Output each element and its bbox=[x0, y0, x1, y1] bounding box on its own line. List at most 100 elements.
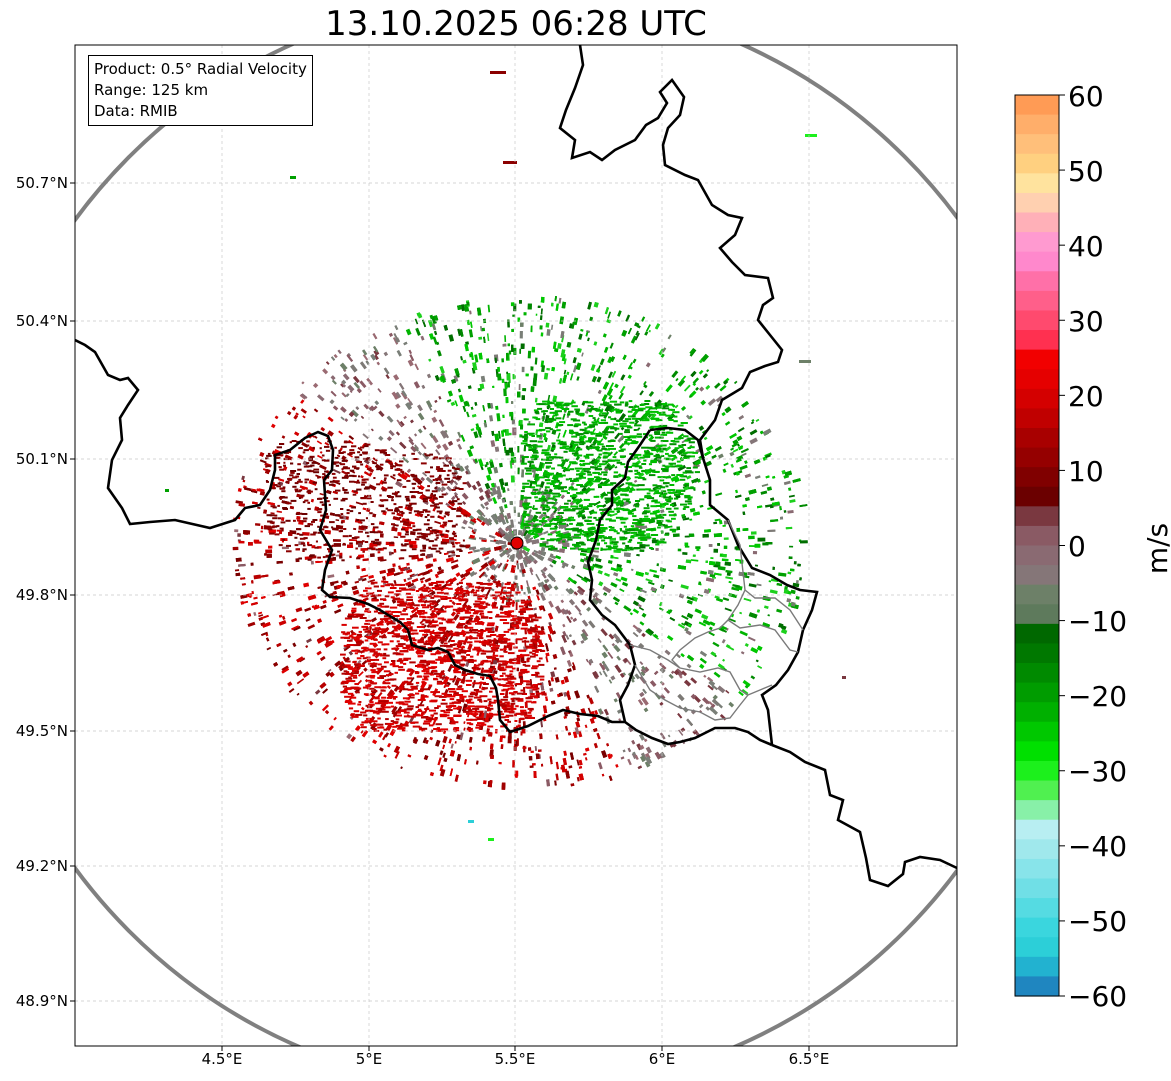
echo-pixel bbox=[258, 488, 265, 492]
echo-pixel bbox=[769, 589, 778, 595]
echo-pixel bbox=[598, 671, 603, 676]
echo-pixel bbox=[451, 563, 459, 570]
echo-pixel bbox=[566, 659, 572, 667]
echo-pixel bbox=[602, 503, 607, 508]
echo-pixel bbox=[738, 470, 743, 474]
echo-pixel bbox=[426, 553, 434, 558]
echo-pixel bbox=[643, 384, 648, 389]
echo-pixel bbox=[386, 685, 392, 690]
echo-pixel bbox=[789, 545, 794, 548]
echo-pixel bbox=[721, 412, 726, 417]
echo-pixel bbox=[534, 397, 538, 403]
echo-pixel bbox=[510, 302, 515, 307]
echo-pixel bbox=[439, 366, 445, 374]
echo-pixel bbox=[700, 613, 709, 620]
echo-pixel bbox=[424, 577, 432, 583]
echo-pixel bbox=[260, 525, 264, 530]
echo-pixel bbox=[555, 761, 560, 770]
echo-pixel bbox=[320, 426, 326, 432]
echo-pixel bbox=[552, 341, 557, 350]
echo-pixel bbox=[496, 413, 501, 422]
echo-pixel bbox=[660, 567, 667, 573]
echo-pixel bbox=[393, 549, 397, 553]
echo-pixel bbox=[334, 660, 342, 668]
echo-pixel bbox=[365, 360, 370, 365]
echo-pixel bbox=[405, 402, 413, 410]
echo-pixel bbox=[542, 583, 550, 592]
echo-pixel bbox=[295, 548, 300, 551]
echo-pixel bbox=[702, 619, 711, 626]
echo-pixel bbox=[597, 762, 603, 770]
echo-pixel bbox=[264, 553, 267, 556]
echo-pixel bbox=[397, 706, 403, 713]
echo-pixel bbox=[394, 337, 401, 344]
echo-pixel bbox=[281, 665, 289, 672]
echo-pixel bbox=[524, 701, 528, 709]
echo-pixel bbox=[710, 707, 718, 716]
echo-pixel bbox=[599, 358, 605, 366]
echo-pixel bbox=[331, 379, 337, 385]
echo-pixel bbox=[518, 421, 521, 426]
echo-pixel bbox=[558, 378, 563, 384]
echo-pixel bbox=[484, 595, 488, 600]
echo-pixel bbox=[599, 495, 604, 500]
echo-pixel bbox=[507, 343, 510, 347]
echo-pixel bbox=[328, 668, 332, 673]
echo-pixel bbox=[519, 348, 522, 354]
echo-pixel bbox=[243, 487, 252, 492]
echo-pixel bbox=[333, 580, 339, 585]
echo-pixel bbox=[490, 539, 498, 543]
echo-pixel bbox=[795, 596, 800, 600]
echo-pixel bbox=[713, 671, 721, 678]
echo-pixel bbox=[692, 382, 697, 387]
echo-pixel bbox=[276, 510, 283, 514]
echo-pixel bbox=[510, 452, 515, 457]
echo-pixel bbox=[462, 405, 467, 412]
echo-pixel bbox=[403, 415, 407, 420]
echo-pixel bbox=[333, 716, 337, 721]
echo-pixel bbox=[462, 501, 467, 505]
echo-pixel bbox=[535, 573, 541, 582]
echo-pixel bbox=[689, 507, 696, 513]
echo-pixel bbox=[493, 466, 499, 474]
echo-pixel bbox=[559, 316, 565, 325]
echo-pixel bbox=[417, 428, 423, 434]
echo-pixel bbox=[607, 356, 613, 364]
echo-pixel bbox=[626, 559, 632, 564]
echo-pixel bbox=[465, 467, 471, 475]
echo-pixel bbox=[379, 533, 384, 538]
echo-pixel bbox=[682, 552, 688, 555]
echo-pixel bbox=[446, 541, 449, 544]
echo-pixel bbox=[617, 709, 622, 714]
echo-pixel bbox=[707, 569, 714, 575]
echo-pixel bbox=[618, 413, 626, 422]
echo-pixel bbox=[506, 371, 509, 374]
echo-pixel bbox=[621, 581, 629, 587]
echo-pixel bbox=[529, 765, 534, 768]
echo-pixel bbox=[461, 526, 466, 530]
echo-pixel bbox=[728, 701, 735, 708]
echo-pixel bbox=[497, 527, 506, 535]
echo-pixel bbox=[748, 583, 757, 588]
echo-pixel bbox=[611, 547, 618, 550]
echo-pixel bbox=[797, 563, 801, 567]
echo-pixel bbox=[281, 546, 289, 550]
echo-pixel bbox=[659, 662, 667, 670]
echo-pixel bbox=[770, 519, 779, 523]
echo-pixel bbox=[713, 548, 719, 553]
echo-pixel bbox=[407, 582, 415, 588]
echo-pixel bbox=[395, 391, 402, 399]
echo-pixel bbox=[686, 612, 694, 619]
echo-pixel bbox=[717, 543, 720, 546]
echo-pixel bbox=[507, 381, 510, 388]
echo-pixel bbox=[541, 516, 547, 521]
echo-pixel bbox=[438, 419, 445, 427]
echo-pixel bbox=[608, 679, 613, 684]
echo-pixel bbox=[681, 670, 687, 677]
echo-pixel bbox=[540, 720, 543, 728]
echo-pixel bbox=[460, 356, 463, 361]
echo-pixel bbox=[645, 746, 652, 754]
echo-pixel bbox=[453, 613, 460, 621]
echo-pixel bbox=[634, 420, 640, 426]
echo-pixel bbox=[741, 452, 747, 457]
